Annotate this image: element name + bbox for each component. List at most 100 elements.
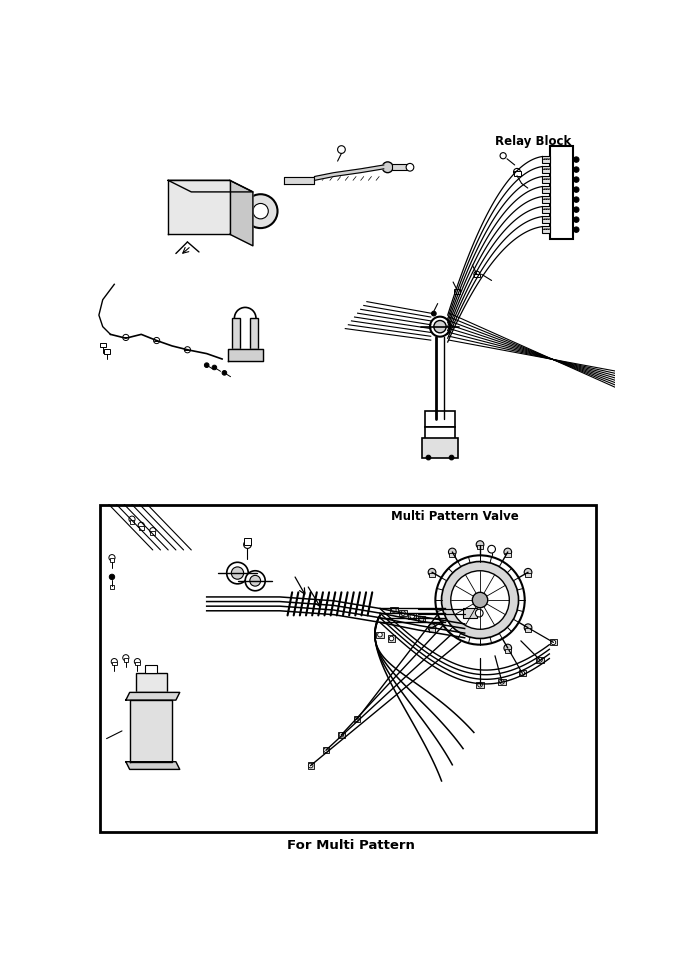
- Bar: [550, 147, 573, 239]
- Bar: [543, 186, 550, 193]
- Polygon shape: [126, 762, 179, 769]
- Circle shape: [339, 733, 344, 737]
- Bar: [476, 682, 484, 687]
- Circle shape: [475, 609, 483, 617]
- Circle shape: [217, 190, 229, 201]
- Bar: [103, 349, 110, 354]
- Bar: [429, 629, 435, 632]
- Circle shape: [123, 655, 129, 661]
- Circle shape: [162, 693, 167, 699]
- Circle shape: [129, 516, 135, 522]
- Circle shape: [109, 554, 115, 561]
- Bar: [454, 289, 460, 294]
- Circle shape: [219, 209, 229, 221]
- Polygon shape: [169, 180, 229, 234]
- Circle shape: [355, 717, 359, 722]
- Bar: [543, 166, 550, 173]
- Polygon shape: [169, 180, 253, 192]
- Circle shape: [514, 169, 521, 175]
- Bar: [505, 649, 511, 653]
- Circle shape: [428, 624, 436, 631]
- Circle shape: [476, 541, 484, 549]
- Bar: [99, 343, 105, 347]
- Polygon shape: [229, 180, 253, 246]
- Bar: [543, 216, 550, 223]
- Circle shape: [428, 569, 436, 576]
- Circle shape: [135, 693, 140, 699]
- Circle shape: [499, 680, 504, 684]
- Circle shape: [111, 658, 117, 665]
- Circle shape: [206, 213, 210, 217]
- Bar: [152, 719, 166, 723]
- Bar: [112, 661, 116, 665]
- Circle shape: [432, 311, 436, 316]
- Circle shape: [162, 763, 167, 768]
- Bar: [353, 716, 360, 722]
- Circle shape: [389, 636, 394, 641]
- Polygon shape: [284, 176, 314, 184]
- Circle shape: [205, 193, 211, 199]
- Bar: [338, 732, 345, 737]
- Circle shape: [473, 592, 488, 607]
- Circle shape: [175, 213, 179, 217]
- Circle shape: [232, 567, 244, 579]
- Circle shape: [500, 152, 506, 159]
- Circle shape: [573, 197, 579, 202]
- Bar: [101, 504, 595, 832]
- Bar: [390, 607, 398, 613]
- Circle shape: [419, 617, 424, 622]
- Bar: [134, 719, 148, 723]
- Circle shape: [222, 370, 227, 375]
- Circle shape: [234, 353, 238, 358]
- Circle shape: [212, 365, 216, 370]
- Bar: [393, 164, 408, 171]
- Circle shape: [573, 207, 579, 212]
- Circle shape: [190, 213, 195, 217]
- Circle shape: [377, 632, 382, 637]
- Circle shape: [524, 624, 532, 631]
- Circle shape: [474, 271, 480, 278]
- Text: For Multi Pattern: For Multi Pattern: [287, 839, 414, 852]
- Bar: [425, 427, 456, 442]
- Bar: [477, 546, 483, 549]
- Bar: [525, 629, 531, 632]
- Circle shape: [190, 193, 196, 199]
- Circle shape: [187, 190, 199, 201]
- Circle shape: [227, 562, 248, 584]
- Bar: [399, 610, 407, 616]
- Bar: [244, 539, 251, 545]
- Circle shape: [573, 227, 579, 232]
- Circle shape: [338, 146, 345, 153]
- Circle shape: [573, 217, 579, 223]
- Circle shape: [406, 164, 414, 172]
- Bar: [429, 573, 435, 576]
- Bar: [474, 274, 480, 278]
- Bar: [543, 205, 550, 213]
- Bar: [376, 631, 384, 638]
- Circle shape: [204, 362, 209, 367]
- Circle shape: [203, 209, 214, 221]
- Bar: [543, 226, 550, 232]
- Bar: [388, 635, 395, 642]
- Bar: [323, 747, 329, 753]
- Bar: [418, 616, 425, 623]
- Circle shape: [123, 335, 129, 340]
- Circle shape: [488, 546, 495, 553]
- Bar: [543, 156, 550, 163]
- Bar: [123, 657, 128, 661]
- Bar: [145, 665, 157, 673]
- Bar: [498, 679, 506, 684]
- Bar: [136, 673, 166, 692]
- Circle shape: [426, 455, 431, 460]
- Circle shape: [250, 576, 260, 586]
- Polygon shape: [129, 700, 172, 762]
- Polygon shape: [126, 692, 179, 700]
- Bar: [151, 531, 155, 535]
- Circle shape: [221, 193, 227, 199]
- Bar: [408, 613, 416, 619]
- Bar: [139, 526, 144, 530]
- Circle shape: [202, 190, 214, 201]
- Circle shape: [477, 683, 482, 687]
- Polygon shape: [314, 165, 384, 180]
- Circle shape: [430, 316, 450, 336]
